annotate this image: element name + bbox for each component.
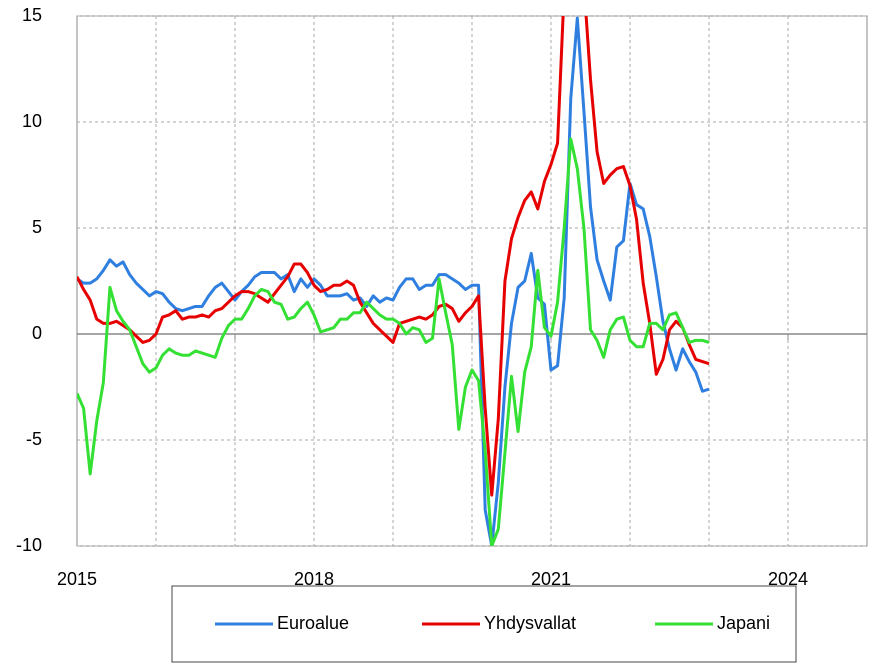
series-line <box>77 137 710 546</box>
x-tick-label: 2015 <box>57 569 97 589</box>
series-line <box>77 16 710 497</box>
series-group <box>77 16 710 546</box>
legend-label: Euroalue <box>277 613 349 633</box>
series-line <box>77 16 710 546</box>
x-tick-label: 2021 <box>531 569 571 589</box>
y-tick-label: 0 <box>32 323 42 343</box>
x-tick-label: 2024 <box>768 569 808 589</box>
legend-label: Japani <box>717 613 770 633</box>
y-tick-label: -5 <box>26 429 42 449</box>
series-group <box>77 137 710 546</box>
series-group <box>77 16 710 497</box>
x-tick-label: 2018 <box>294 569 334 589</box>
y-tick-label: 15 <box>22 5 42 25</box>
y-tick-label: -10 <box>16 535 42 555</box>
y-tick-label: 5 <box>32 217 42 237</box>
legend-label: Yhdysvallat <box>484 613 576 633</box>
y-tick-label: 10 <box>22 111 42 131</box>
